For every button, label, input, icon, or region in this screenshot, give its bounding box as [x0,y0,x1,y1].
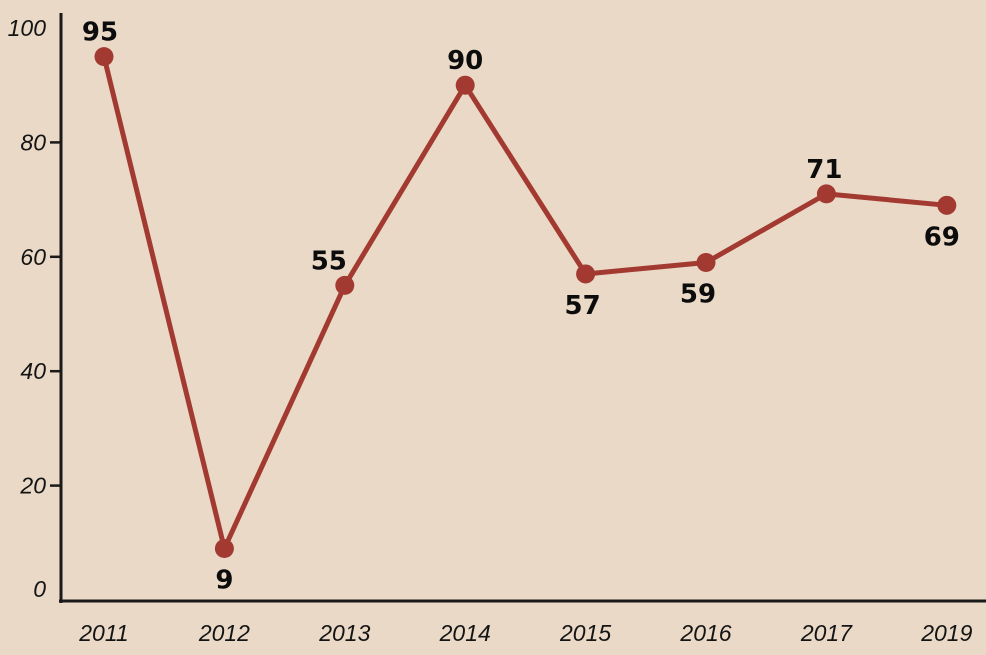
data-point [696,253,716,273]
data-point [214,539,234,559]
data-line [101,54,950,552]
y-tick-label: 80 [20,129,46,155]
data-point-label: 9 [215,566,233,596]
data-point [937,195,957,215]
x-tick-label: 2014 [439,620,491,646]
x-tick-label: 2013 [318,620,370,646]
x-tick-label: 2019 [920,620,972,646]
data-point [816,184,836,204]
x-tick-label: 2016 [679,620,731,646]
data-point [576,264,596,284]
data-point-label: 90 [447,46,483,76]
data-point [335,275,355,295]
data-point-label: 55 [311,246,347,276]
y-tick-label: 60 [20,244,46,270]
x-tick-label: 2017 [800,620,853,646]
y-tick-label: 100 [8,15,47,41]
y-tick-label: 40 [20,358,46,384]
x-tick-label: 2015 [559,620,611,646]
data-point [455,75,475,95]
y-tick-label: 0 [33,576,46,602]
data-point-label: 95 [82,18,118,48]
x-tick-label: 2011 [78,620,128,646]
data-point-label: 71 [806,155,842,185]
data-point [94,47,114,67]
data-point-label: 59 [680,280,716,310]
x-tick-label: 2012 [198,620,250,646]
data-point-label: 69 [924,222,960,252]
data-point-label: 57 [565,291,601,321]
y-tick-label: 20 [19,473,46,499]
